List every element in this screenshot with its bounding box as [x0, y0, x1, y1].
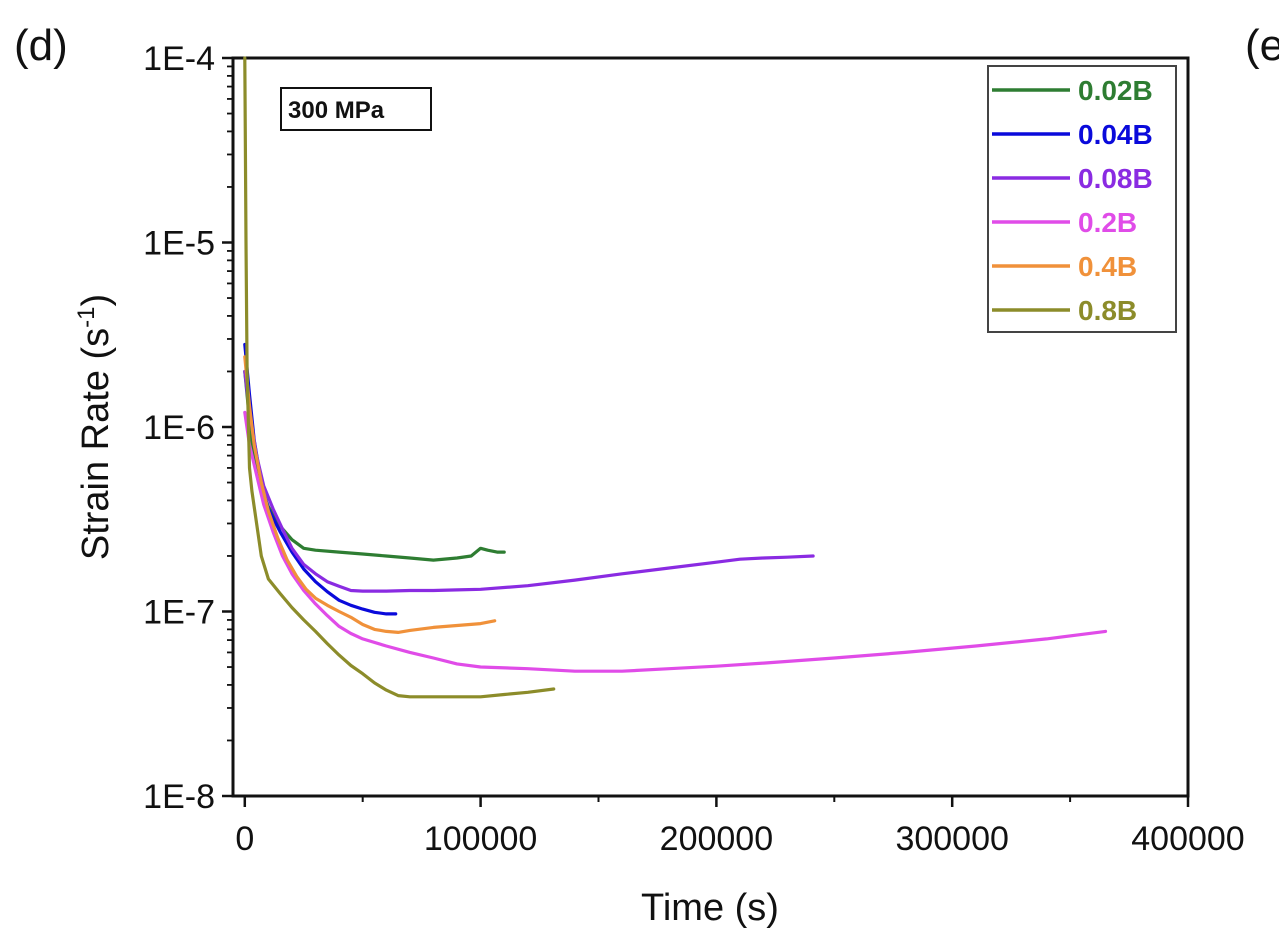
next-panel-label: (e [1245, 21, 1279, 70]
series-line-0.08B [243, 369, 815, 593]
annotation-frame [280, 87, 432, 131]
y-axis-title: Strain Rate (s-1) [73, 294, 117, 560]
legend-label-0.8B: 0.8B [1078, 295, 1137, 326]
legend-label-0.2B: 0.2B [1078, 207, 1137, 238]
x-tick-label-4: 400000 [1131, 820, 1244, 858]
legend-label-0.08B: 0.08B [1078, 163, 1153, 194]
y-axis-title-superscript: -1 [73, 307, 100, 328]
x-tick-label-0: 0 [235, 820, 254, 858]
legend-label-0.02B: 0.02B [1078, 75, 1153, 106]
y-axis-title-close: ) [75, 294, 117, 307]
series-line-0.4B [243, 355, 497, 635]
annotation-box: 300 MPa [280, 87, 432, 131]
series-line-0.8B [243, 56, 556, 699]
x-tick-label-3: 300000 [895, 820, 1008, 858]
y-tick-label-2: 1E-6 [143, 409, 215, 447]
y-tick-label-4: 1E-4 [143, 40, 215, 78]
y-axis-title-main: Strain Rate (s [75, 328, 117, 560]
annotation-text: 300 MPa [288, 97, 385, 124]
legend-label-0.04B: 0.04B [1078, 119, 1153, 150]
x-tick-label-1: 100000 [424, 820, 537, 858]
x-tick-label-2: 200000 [660, 820, 773, 858]
legend-items: 0.02B 0.04B 0.08B 0.2B 0.4B 0.8B [992, 75, 1153, 326]
legend-label-0.4B: 0.4B [1078, 251, 1137, 282]
y-tick-label-3: 1E-5 [143, 225, 215, 263]
series-layer [243, 56, 1108, 699]
ticks-layer: 0 100000 200000 300000 400000 1E-8 1E-7 1E-6 1E-… [143, 40, 1245, 858]
y-tick-label-0: 1E-8 [143, 778, 215, 816]
legend-frame [987, 65, 1177, 333]
plot-area: 0 100000 200000 300000 400000 1E-8 1E-7 1E-6 1E-… [143, 40, 1245, 858]
legend: 0.02B 0.04B 0.08B 0.2B 0.4B 0.8B [987, 65, 1177, 333]
series-line-0.2B [243, 410, 1108, 673]
x-axis-title: Time (s) [641, 887, 779, 929]
y-tick-label-1: 1E-7 [143, 594, 215, 632]
panel-label: (d) [14, 21, 68, 70]
